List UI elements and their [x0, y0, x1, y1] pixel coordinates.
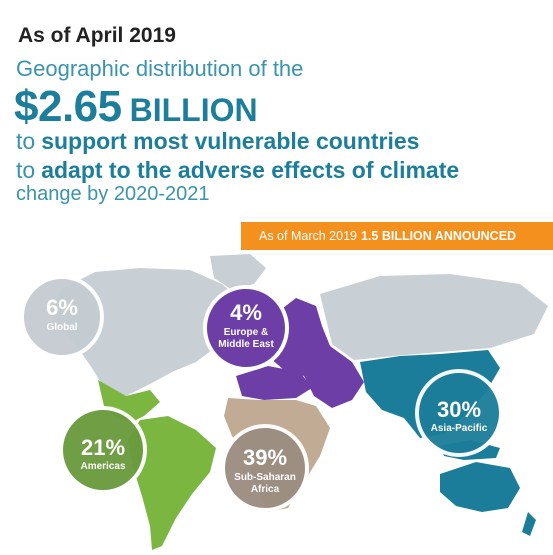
global-label: Global	[46, 322, 77, 333]
purpose-line-3: change by 2020-2021	[16, 183, 210, 205]
americas-label: Americas	[80, 461, 125, 472]
purpose-line-2-prefix: to	[16, 157, 36, 183]
north-africa-landmass	[236, 366, 312, 400]
sub-saharan-africa-label-line2: Africa	[251, 484, 280, 495]
northern-asia-landmass	[320, 274, 548, 360]
purpose-line-1-emphasis: support most vulnerable countries	[41, 128, 420, 154]
purpose-line-1-prefix: to	[16, 128, 36, 154]
amount-unit: BILLION	[129, 92, 258, 128]
europe-middle-east-percent: 4%	[230, 300, 262, 325]
asia-pacific-percent: 30%	[437, 397, 481, 422]
banner-emphasis: 1.5 BILLION ANNOUNCED	[360, 229, 517, 243]
europe-middle-east-label-line1: Europe &	[224, 327, 268, 338]
sub-saharan-africa-percent: 39%	[243, 445, 287, 470]
purpose-line-1: to support most vulnerable countries	[16, 128, 419, 155]
asia-pacific-label: Asia-Pacific	[431, 423, 488, 434]
new-zealand-landmass	[522, 512, 536, 536]
bubble-europe-middle-east: 4% Europe & Middle East	[203, 285, 289, 371]
bubble-americas: 21% Americas	[59, 406, 147, 494]
americas-percent: 21%	[81, 435, 125, 460]
bubble-sub-saharan-africa: 39% Sub-Saharan Africa	[221, 424, 309, 512]
australia-landmass	[440, 462, 520, 512]
announcement-banner: As of March 2019 1.5 BILLION ANNOUNCED	[241, 222, 553, 250]
purpose-line-2-emphasis: adapt to the adverse effects of climate	[41, 157, 460, 183]
greenland-landmass	[210, 254, 266, 290]
amount-line: $2.65 BILLION	[14, 82, 258, 132]
global-percent: 6%	[46, 295, 78, 320]
subtitle: Geographic distribution of the	[16, 56, 304, 81]
sub-saharan-africa-label-line1: Sub-Saharan	[234, 472, 296, 483]
banner-prefix: As of March 2019	[259, 229, 357, 243]
as-of-date: As of April 2019	[18, 24, 176, 47]
purpose-line-2: to adapt to the adverse effects of climat…	[16, 157, 459, 184]
bubble-asia-pacific: 30% Asia-Pacific	[415, 369, 503, 457]
amount-value: $2.65	[14, 82, 122, 131]
bubble-global: 6% Global	[20, 275, 104, 359]
south-america-landmass	[128, 416, 216, 550]
europe-middle-east-label-line2: Middle East	[218, 339, 274, 350]
world-map: 6% Global 4% Europe & Middle East 30% As…	[20, 254, 548, 550]
